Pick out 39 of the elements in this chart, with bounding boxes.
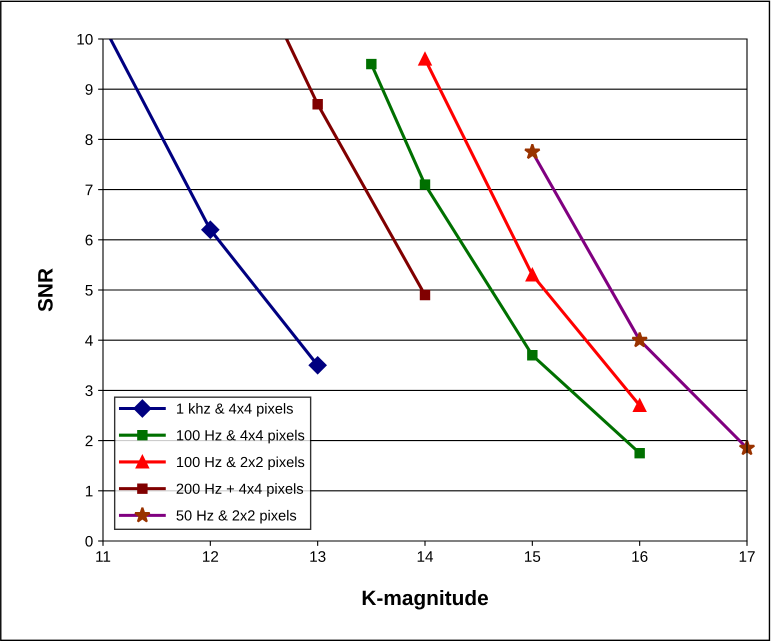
x-axis-title: K-magnitude [362,590,488,610]
y-tick-label: 4 [85,335,93,346]
point [634,448,645,458]
y-axis-title: SNR [38,268,53,312]
y-tick-label: 10 [77,34,93,45]
x-tick-label: 16 [632,551,648,562]
x-tick-label: 11 [96,551,110,562]
y-tick-label: 1 [86,486,93,496]
point [631,332,648,348]
point [526,268,539,282]
point [738,439,756,456]
y-tick-label: 5 [85,285,93,296]
x-tick-label: 14 [418,551,434,562]
point [308,356,327,374]
point [201,220,220,239]
y-tick-label: 9 [86,84,93,95]
y-tick-label: 3 [85,385,93,396]
y-tick-label: 6 [86,234,93,246]
point [420,179,430,190]
x-tick-label: 17 [740,551,755,562]
point [420,290,430,300]
legend-label: 1 khz & 4x4 pixels [177,403,293,417]
x-tick-label: 12 [203,551,218,562]
point [366,58,377,70]
point [418,52,432,66]
x-tick-label: 15 [525,551,540,562]
point [312,99,323,110]
point [633,398,646,412]
y-tick-label: 8 [85,134,93,146]
legend-label: 50 Hz & 2x2 pixels [176,510,296,524]
legend-label: 100 Hz & 2x2 pixels [177,456,304,470]
legend-label: 200 Hz + 4x4 pixels [176,483,304,497]
x-tick-label: 13 [310,551,326,562]
legend-label: 100 Hz & 4x4 pixels [177,430,304,444]
y-tick-label: 2 [86,435,93,446]
y-tick-label: 0 [85,536,93,547]
point [527,350,538,360]
y-tick-label: 7 [86,184,93,196]
point [524,143,541,160]
